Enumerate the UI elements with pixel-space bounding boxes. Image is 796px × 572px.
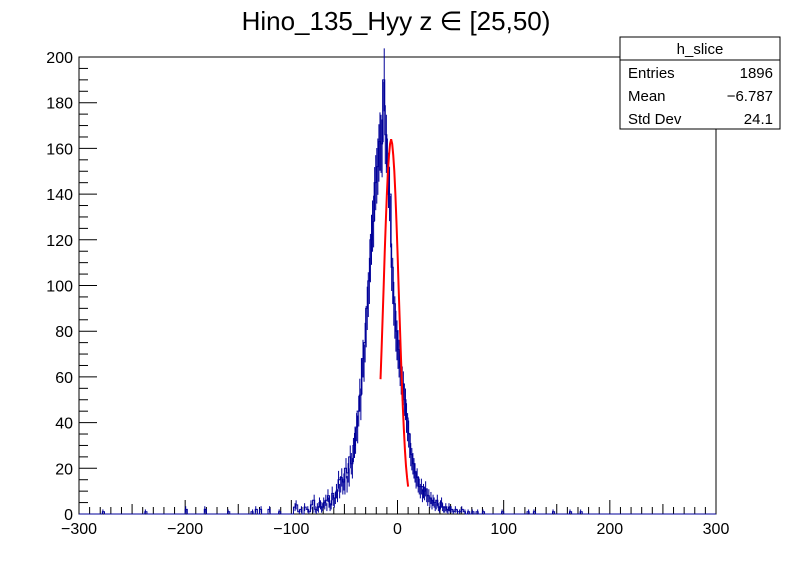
stats-entries-label: Entries — [628, 65, 675, 82]
y-tick-label: 120 — [46, 233, 73, 250]
x-tick-label: 200 — [596, 521, 623, 538]
axes: −300 −200 −100 0 100 200 300 0 20 40 60 80 100 120 140… — [46, 50, 729, 538]
fit-layer — [379, 139, 410, 487]
x-tick-label: 0 — [393, 521, 402, 538]
stats-stddev-label: Std Dev — [628, 111, 682, 128]
y-tick-label: 80 — [55, 324, 73, 341]
histogram-series — [79, 79, 716, 515]
y-tick-label: 180 — [46, 96, 73, 113]
y-tick-label: 100 — [46, 279, 73, 296]
stats-box-frame — [619, 36, 781, 130]
stats-mean-value: −6.787 — [727, 88, 773, 105]
stats-box: h_slice Entries 1896 Mean −6.787 Std Dev… — [619, 36, 781, 130]
stats-entries-value: 1896 — [740, 65, 773, 82]
histogram-layer — [79, 48, 716, 515]
stats-mean-label: Mean — [628, 88, 666, 105]
fit-curve — [379, 139, 410, 487]
x-tick-label: 100 — [490, 521, 517, 538]
x-tick-label: −300 — [61, 521, 97, 538]
y-tick-label: 200 — [46, 50, 73, 67]
stats-stddev-value: 24.1 — [744, 111, 773, 128]
x-tick-label: −100 — [273, 521, 309, 538]
y-tick-label: 160 — [46, 141, 73, 158]
stats-box-title: h_slice — [677, 41, 724, 58]
y-tick-label: 20 — [55, 461, 73, 478]
chart-title: Hino_135_Hyy z ∈ [25,50) — [242, 6, 551, 36]
x-tick-label: 300 — [703, 521, 730, 538]
y-tick-label: 60 — [55, 370, 73, 387]
y-tick-label: 140 — [46, 187, 73, 204]
x-tick-label: −200 — [167, 521, 203, 538]
y-tick-label: 0 — [64, 507, 73, 524]
y-tick-label: 40 — [55, 416, 73, 433]
